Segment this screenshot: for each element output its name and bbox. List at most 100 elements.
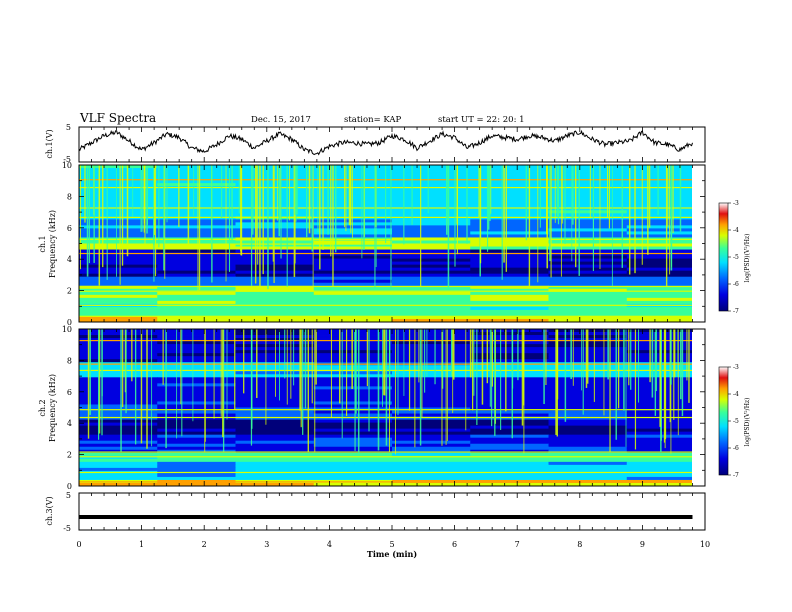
spectrogram-cell (79, 255, 158, 259)
spectrogram-cell (313, 383, 393, 387)
spectrogram-cell (157, 344, 236, 348)
spectrogram-streak (262, 165, 264, 275)
spectrogram-cell (157, 350, 236, 354)
spectrogram-streak (304, 329, 307, 409)
spectrogram-cell (79, 180, 158, 184)
spectrogram-cell (235, 288, 315, 293)
spectrogram-cell (548, 246, 628, 250)
spectrogram-cell (79, 240, 158, 244)
spectrogram-streak (651, 329, 654, 398)
spectrogram-cell (79, 356, 158, 360)
spectrogram-cell (157, 419, 236, 423)
spectrogram-cell (313, 467, 393, 472)
spectrogram-cell (392, 288, 471, 293)
spectrogram-cell (548, 219, 628, 223)
spectrogram-streak (317, 165, 319, 233)
spectrogram-cell (235, 341, 315, 345)
spectrogram-cell (548, 222, 628, 226)
spectrogram-streak (350, 165, 352, 233)
spectrogram-cell (626, 437, 706, 442)
spectrogram-streak (390, 165, 392, 290)
spectrogram-cell (79, 440, 158, 445)
spectrogram-cell (313, 398, 393, 402)
spectrogram-cell (548, 204, 628, 208)
spectrogram-cell (470, 297, 549, 302)
spectrogram-cell (313, 249, 393, 253)
spectrogram-cell (626, 285, 706, 290)
spectrogram-cell (235, 467, 315, 472)
spectrogram-streak (550, 165, 552, 278)
spectrogram-cell (548, 252, 628, 256)
spectrogram-cell (235, 216, 315, 220)
spectrogram-cell (392, 353, 471, 357)
spectrogram-cell (313, 264, 393, 269)
spectrogram-streak (623, 329, 625, 411)
spectrogram-streak (454, 165, 456, 267)
spectrogram-streak (411, 165, 413, 225)
spectrogram-streak (511, 329, 513, 439)
spectrogram-cell (392, 198, 471, 202)
spectrogram-cell (313, 431, 393, 436)
spectrogram-cell (548, 231, 628, 235)
ch1-colorbar: -3 -4 -5 -6 -7 log(PSD)(V²/Hz) (718, 200, 751, 315)
spectrogram-cell (235, 252, 315, 256)
spectrogram-cell (79, 177, 158, 181)
spectrogram-cell (157, 291, 236, 296)
spectrogram-cell (313, 335, 393, 339)
spectrogram-cell (470, 374, 549, 378)
spectrogram-cell (157, 234, 236, 238)
spectrogram-cell (313, 192, 393, 196)
spectrogram-cell (313, 213, 393, 217)
ch1-colorbar-label: log(PSD)(V²/Hz) (744, 234, 751, 283)
spectrogram-cell (313, 219, 393, 223)
spectrogram-line (79, 416, 705, 419)
spectrogram-streak (276, 165, 278, 221)
spectrogram-cell (79, 338, 158, 342)
spectrogram-cell (157, 338, 236, 342)
spectrogram-cell (157, 288, 236, 293)
spectrogram-cell (313, 282, 393, 287)
spectrogram-cell (157, 294, 236, 299)
spectrogram-streak (102, 165, 104, 268)
ch2-frequency-axis-label: Frequency (kHz) (48, 374, 57, 442)
time-tick-label: 4 (327, 540, 332, 549)
spectrogram-streak (424, 329, 426, 393)
spectrogram-cell (157, 300, 236, 305)
spectrogram-cell (157, 222, 236, 226)
spectrogram-streak (554, 165, 556, 223)
spectrogram-cell (392, 389, 471, 393)
spectrogram-cell (235, 270, 315, 275)
spectrogram-streak (204, 329, 206, 442)
spectrogram-streak (426, 329, 428, 377)
spectrogram-cell (392, 329, 471, 333)
spectrogram-streak (489, 329, 491, 407)
spectrogram-streak (505, 165, 507, 272)
spectrogram-cell (626, 458, 706, 463)
spectrogram-cell (392, 240, 471, 244)
spectrogram-cell (548, 216, 628, 220)
spectrogram-streak (290, 329, 292, 399)
spectrogram-cell (470, 416, 549, 420)
spectrogram-cell (392, 443, 471, 448)
spectrogram-cell (235, 335, 315, 339)
spectrogram-cell (157, 204, 236, 208)
spectrogram-cell (157, 189, 236, 193)
spectrogram-streak (361, 165, 363, 259)
spectrogram-cell (79, 198, 158, 202)
spectrogram-cell (157, 240, 236, 244)
spectrogram-cell (470, 198, 549, 202)
spectrogram-cell (157, 258, 236, 263)
spectrogram-cell (157, 482, 236, 487)
spectrogram-streak (525, 165, 528, 241)
ch2-colorbar-tick-label: -3 (733, 364, 739, 371)
spectrogram-streak (478, 165, 481, 219)
spectrogram-streak (501, 165, 503, 280)
spectrogram-cell (79, 443, 158, 448)
spectrogram-cell (470, 431, 549, 436)
spectrogram-cell (392, 201, 471, 205)
spectrogram-cell (313, 455, 393, 460)
spectrogram-streak (414, 329, 416, 448)
spectrogram-streak (273, 165, 275, 284)
time-tick-label: 5 (389, 540, 394, 549)
spectrogram-cell (313, 434, 393, 439)
